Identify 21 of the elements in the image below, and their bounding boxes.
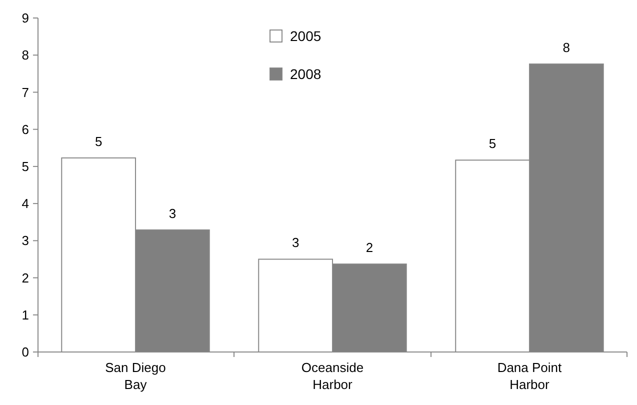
y-tick-label: 0 <box>22 344 29 360</box>
data-label: 5 <box>94 134 102 149</box>
data-label: 3 <box>292 235 300 250</box>
x-tick-label: Dana Point Harbor <box>497 360 562 392</box>
data-label: 3 <box>168 206 176 221</box>
y-tick-label: 8 <box>22 48 29 63</box>
x-tick-label: Oceanside Harbor <box>301 360 364 392</box>
data-label: 8 <box>562 40 570 56</box>
x-tick-label: San Diego Bay <box>105 360 166 392</box>
y-tick-label: 2 <box>22 270 29 286</box>
y-tick-label: 9 <box>22 10 29 26</box>
y-tick-label: 1 <box>22 307 29 322</box>
data-label: 2 <box>366 240 374 256</box>
legend-label: 2005 <box>290 28 322 44</box>
y-tick-label: 6 <box>22 122 29 137</box>
y-tick-label: 4 <box>22 196 29 212</box>
y-tick-label: 3 <box>22 233 29 248</box>
data-label: 5 <box>488 136 496 152</box>
y-tick-label: 7 <box>22 84 29 100</box>
legend-label: 2008 <box>290 66 322 82</box>
y-tick-label: 5 <box>22 158 29 174</box>
